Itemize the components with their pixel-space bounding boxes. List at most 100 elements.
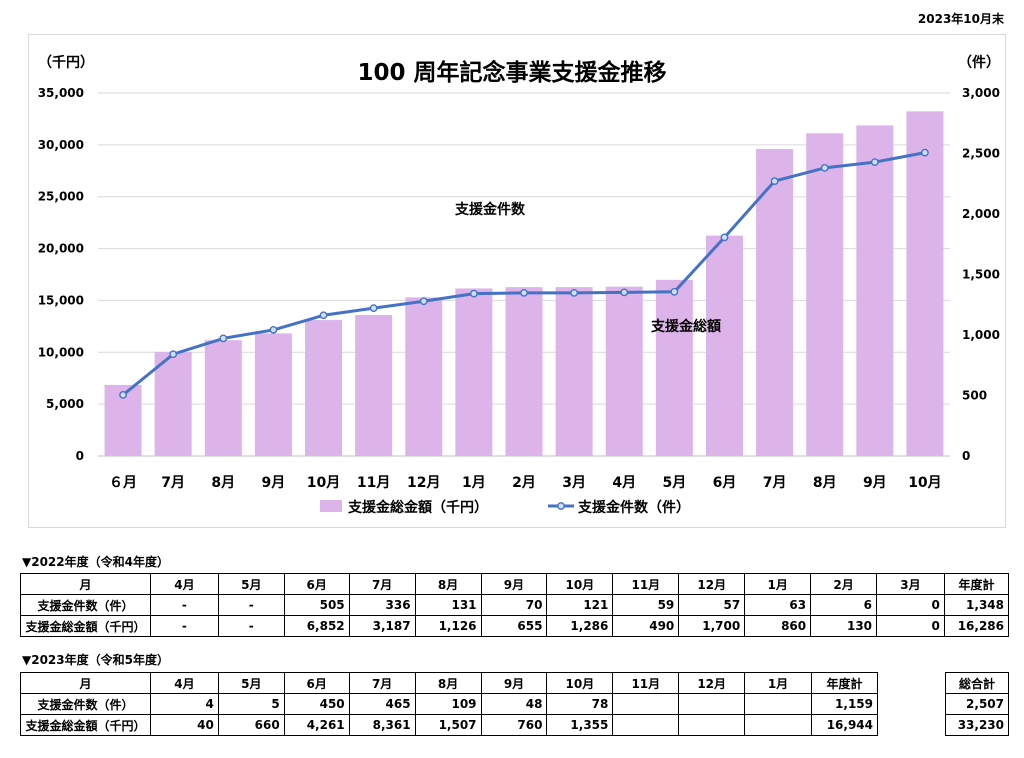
left-tick-label: 20,000 (38, 242, 84, 256)
bar (455, 288, 493, 456)
x-tick-label: 5月 (662, 475, 686, 491)
bar (204, 340, 242, 456)
bar (355, 314, 393, 456)
column-header: 3月 (876, 573, 945, 595)
bar (305, 320, 343, 456)
table-cell: 48 (480, 693, 548, 715)
x-tick-label: 7月 (161, 475, 185, 491)
table-cell: 1,126 (414, 615, 482, 637)
column-header: 9月 (480, 672, 548, 694)
table-cell: 8,361 (348, 714, 416, 736)
column-header: 6月 (283, 672, 350, 694)
line-point (620, 288, 629, 297)
x-tick-label: 9月 (863, 475, 887, 491)
table-cell: 78 (546, 693, 614, 715)
fy2023-table: 月 4月 5月 6月 7月 8月 9月 10月 11月 12月 1月 年度計 支援金件数（件） 4 5 450… (20, 672, 879, 736)
x-tick-label: ６月 (109, 475, 137, 491)
x-tick-label: 7月 (763, 475, 787, 491)
table-cell: 16,944 (810, 714, 879, 736)
table-cell: 121 (546, 594, 614, 616)
table-cell: 4 (149, 693, 219, 715)
bar (254, 333, 292, 456)
table-cell: 5 (217, 693, 285, 715)
table-cell: 490 (612, 615, 680, 637)
table-cell (612, 714, 680, 736)
bar (605, 286, 643, 456)
line-point (570, 288, 579, 297)
table-cell: 16,286 (943, 615, 1010, 637)
bar (705, 235, 743, 456)
table-cell (744, 693, 812, 715)
bar (906, 111, 944, 457)
right-tick-label: 500 (962, 389, 987, 403)
column-header: 5月 (217, 573, 285, 595)
line-point (419, 297, 428, 306)
left-tick-label: 35,000 (38, 86, 84, 100)
left-tick-label: 25,000 (38, 190, 84, 204)
table-cell: 70 (480, 594, 548, 616)
grand-total-value: 33,230 (945, 714, 1009, 736)
line-point (219, 334, 228, 343)
legend-bar-label: 支援金総金額（千円） (347, 499, 488, 516)
line-point (820, 163, 829, 172)
chart: 0 5,000 10,000 15,000 20,000 25,000 30,000 35,0… (38, 54, 1000, 516)
bar (856, 125, 894, 457)
right-tick-label: 1,000 (962, 328, 1000, 342)
column-header: 2月 (810, 573, 878, 595)
bar (154, 351, 192, 456)
table-row: 支援金件数（件） - -505 336 131 70 121 59 57 63 6 0 1,348 (20, 594, 1010, 616)
column-header: 1月 (744, 672, 812, 694)
x-tick-label: 8月 (813, 475, 837, 491)
column-header: 5月 (217, 672, 285, 694)
table-cell: 6 (810, 594, 878, 616)
table-cell: 0 (876, 594, 945, 616)
table-row: 支援金件数（件） 4 5 450 465 109 48 78 1,159 (20, 693, 879, 715)
legend-line-marker (557, 502, 565, 510)
bar (555, 287, 593, 456)
table-cell (744, 714, 812, 736)
column-header: 年度計 (810, 672, 879, 694)
line-point (770, 177, 779, 185)
right-tick-label: 1,500 (962, 268, 1000, 282)
column-header: 10月 (546, 573, 614, 595)
left-axis-unit: （千円） (38, 54, 94, 71)
x-tick-label: 2月 (512, 475, 536, 491)
column-header: 4月 (149, 573, 219, 595)
column-header: 7月 (348, 573, 416, 595)
grand-total-value: 2,507 (945, 693, 1009, 715)
line-point (670, 287, 679, 296)
x-tick-label: 8月 (211, 475, 235, 491)
table-cell (678, 693, 746, 715)
column-header: 4月 (149, 672, 219, 694)
line-point (269, 326, 278, 334)
legend-bar-swatch (320, 500, 342, 512)
x-tick-label: 1月 (462, 475, 486, 491)
column-header: 10月 (546, 672, 614, 694)
left-tick-label: 0 (76, 449, 84, 463)
grand-total-header: 総合計 (945, 672, 1009, 694)
column-header: 11月 (612, 672, 680, 694)
row-label: 支援金総金額（千円） (20, 615, 151, 637)
table-cell (678, 714, 746, 736)
table-cell: 760 (480, 714, 548, 736)
bar (405, 297, 443, 456)
column-header: 8月 (414, 573, 482, 595)
table-cell: 660 (217, 714, 285, 736)
line-point (369, 304, 378, 313)
column-header: 年度計 (943, 573, 1010, 595)
right-tick-label: 0 (962, 449, 970, 463)
left-tick-label: 30,000 (38, 138, 84, 152)
table-cell: 130 (810, 615, 878, 637)
fy2022-section-title: ▼2022年度（令和4年度） (22, 555, 169, 569)
table-row: 支援金総金額（千円） - -6,852 3,187 1,126 655 1,286 490 1,… (20, 615, 1010, 637)
column-header: 7月 (348, 672, 416, 694)
table-cell: 40 (149, 714, 219, 736)
table-cell: 1,355 (546, 714, 614, 736)
row-label: 支援金件数（件） (20, 594, 151, 616)
bar (505, 287, 543, 456)
table-cell: 131 (414, 594, 482, 616)
x-tick-label: 10月 (307, 475, 340, 491)
table-cell: 450 (283, 693, 350, 715)
table-cell: 1,348 (943, 594, 1010, 616)
header-row: 月 4月 5月 6月 7月 8月 9月 10月 11月 12月 1月 年度計 (20, 672, 879, 694)
